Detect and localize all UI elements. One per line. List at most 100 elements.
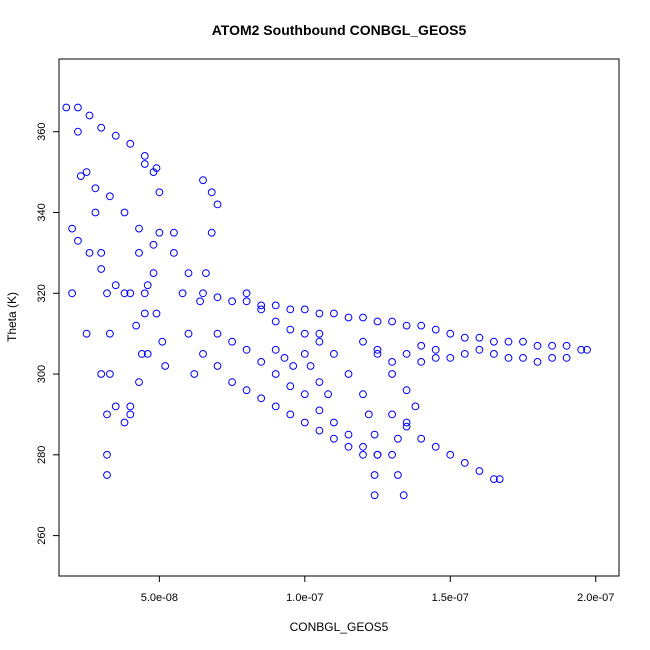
data-point [417, 358, 426, 366]
data-point [257, 301, 266, 310]
y-tick-label: 320 [36, 284, 48, 302]
data-point [135, 378, 143, 387]
data-point [315, 426, 324, 435]
data-point [106, 192, 114, 201]
data-point [431, 442, 440, 451]
data-point [155, 228, 164, 237]
data-point [519, 337, 527, 346]
data-point [257, 394, 266, 403]
data-point [170, 249, 178, 257]
data-point [431, 345, 440, 354]
data-point [431, 325, 440, 334]
x-axis-ticks: 5.0e-08 1.0e-07 1.5e-07 2.0e-07 [141, 576, 614, 604]
data-point [97, 370, 106, 378]
data-point [257, 358, 266, 366]
x-tick-label: 2.0e-07 [577, 592, 614, 604]
data-point [111, 131, 120, 140]
data-point [213, 329, 222, 338]
data-point [562, 341, 571, 350]
data-point [207, 188, 216, 197]
data-point [490, 350, 498, 358]
data-point [97, 249, 106, 257]
data-point [158, 337, 167, 346]
y-axis-ticks: 260 280 300 320 340 360 [36, 123, 59, 545]
data-point [91, 208, 100, 217]
data-point [85, 249, 94, 257]
data-point [344, 442, 353, 451]
plot-frame [58, 58, 620, 577]
data-point [126, 410, 135, 419]
data-point [213, 293, 222, 302]
data-point [562, 354, 571, 362]
data-point [300, 418, 309, 427]
data-point [300, 329, 309, 338]
data-point [97, 123, 106, 132]
data-point [286, 305, 295, 314]
data-point [271, 301, 280, 310]
y-tick-label: 360 [36, 123, 48, 141]
data-point [388, 370, 397, 378]
data-point [140, 160, 149, 168]
data-point [161, 362, 170, 370]
data-point [106, 370, 114, 378]
data-point [74, 236, 82, 245]
data-point [417, 321, 426, 330]
data-point [106, 329, 114, 338]
data-point [315, 406, 324, 415]
data-point [431, 354, 440, 362]
data-point [68, 289, 76, 298]
data-point [370, 471, 379, 479]
chart-title: ATOM2 Southbound CONBGL_GEOS5 [212, 22, 467, 38]
data-point [388, 450, 397, 459]
data-point [62, 103, 71, 112]
data-point [388, 410, 397, 419]
data-point [228, 378, 237, 387]
data-point [475, 333, 484, 342]
data-point [82, 329, 91, 338]
data-point [330, 309, 338, 318]
data-point [359, 337, 367, 346]
data-point [120, 418, 129, 427]
data-point [85, 111, 94, 120]
data-point [271, 370, 280, 378]
data-point [155, 188, 164, 197]
data-point [373, 350, 382, 358]
data-point [533, 341, 542, 350]
data-point [120, 289, 129, 298]
data-point [394, 471, 402, 479]
data-point [315, 329, 324, 338]
data-point [91, 184, 100, 193]
data-point [149, 240, 158, 249]
data-point [199, 350, 207, 358]
data-point [388, 358, 397, 366]
data-point [202, 269, 210, 278]
data-point [286, 325, 295, 334]
data-point [504, 337, 513, 346]
data-point [577, 345, 586, 354]
data-point [417, 341, 426, 350]
data-point [306, 362, 315, 370]
data-point [271, 345, 280, 354]
data-point [213, 200, 222, 209]
data-point [388, 317, 397, 326]
data-point [190, 370, 199, 378]
data-point [132, 321, 141, 330]
data-point [143, 350, 152, 358]
data-point [548, 341, 556, 350]
data-point [359, 450, 367, 459]
data-point [446, 329, 455, 338]
data-points [62, 103, 591, 500]
data-point [460, 333, 469, 342]
data-point [103, 289, 111, 298]
data-point [399, 491, 408, 500]
data-point [344, 313, 353, 322]
data-point [359, 390, 367, 399]
x-tick-label: 1.0e-07 [286, 592, 323, 604]
x-axis-label: CONBGL_GEOS5 [290, 620, 389, 634]
data-point [280, 354, 289, 362]
data-point [103, 471, 111, 479]
data-point [519, 354, 527, 362]
data-point [228, 337, 237, 346]
data-point [82, 168, 91, 177]
data-point [370, 430, 379, 439]
